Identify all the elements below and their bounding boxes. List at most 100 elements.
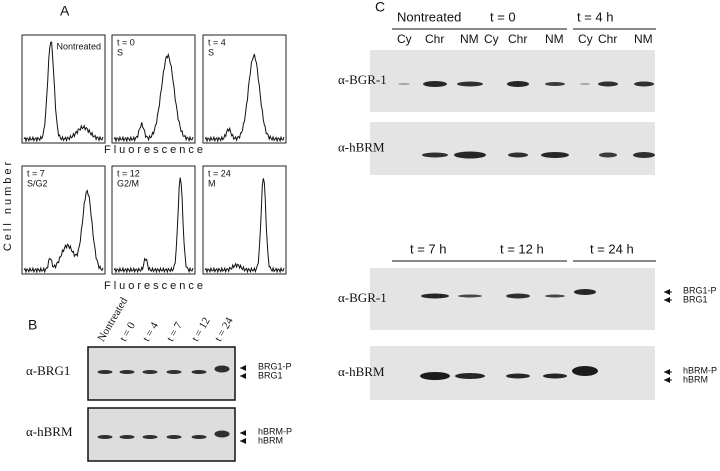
band xyxy=(166,435,182,439)
band xyxy=(574,289,596,295)
fraction-label: Chr xyxy=(598,32,617,46)
x-axis-label: Fluorescence xyxy=(104,144,206,156)
band xyxy=(398,83,410,85)
y-axis-label: Cell number xyxy=(2,159,14,251)
antibody-label: α-hBRM xyxy=(338,364,385,379)
histogram-label: t = 12 xyxy=(117,168,140,178)
histogram-trace xyxy=(204,53,285,143)
fraction-label: Chr xyxy=(508,32,527,46)
histogram-label: t = 4 xyxy=(208,37,226,47)
band xyxy=(97,435,113,439)
band xyxy=(423,81,447,87)
arrow-head xyxy=(240,373,246,379)
band xyxy=(422,152,448,158)
histogram-frame xyxy=(21,165,106,275)
histogram-trace xyxy=(113,177,194,274)
histogram-trace xyxy=(204,178,285,274)
histogram-phase: M xyxy=(208,178,216,188)
band xyxy=(541,152,569,158)
band xyxy=(507,81,529,87)
histogram-frame xyxy=(21,34,106,144)
band xyxy=(545,294,565,298)
blot xyxy=(370,268,655,330)
fraction-label: NM xyxy=(545,32,564,46)
band xyxy=(142,435,158,439)
band xyxy=(454,151,486,159)
histogram-trace xyxy=(113,52,194,143)
fraction-label: Cy xyxy=(397,32,412,46)
band xyxy=(214,430,230,438)
band xyxy=(457,81,483,87)
arrow-head xyxy=(664,377,670,383)
band xyxy=(506,373,530,379)
band xyxy=(580,83,590,85)
histogram-trace xyxy=(23,41,104,143)
band-label: hBRM xyxy=(258,435,283,445)
group-label: t = 4 h xyxy=(577,9,614,24)
band xyxy=(506,293,530,299)
band xyxy=(191,435,207,439)
arrow-head xyxy=(240,438,246,444)
panel-label: A xyxy=(60,3,70,19)
arrow-head xyxy=(664,369,670,375)
antibody-label: α-BRG1 xyxy=(26,363,70,378)
band xyxy=(543,373,567,379)
band-label: hBRM-P xyxy=(683,365,717,375)
band-label: BRG1-P xyxy=(258,361,292,371)
histogram-label: t = 24 xyxy=(208,168,231,178)
band xyxy=(420,372,450,380)
antibody-label: α-hBRM xyxy=(26,424,73,439)
band xyxy=(214,365,230,373)
histogram-label: t = 7 xyxy=(27,168,45,178)
band xyxy=(458,294,482,298)
arrow-head xyxy=(664,289,670,295)
band xyxy=(633,152,655,158)
histogram-phase: S xyxy=(117,47,123,57)
histogram-trace xyxy=(23,189,104,274)
group-label: t = 24 h xyxy=(590,241,634,256)
band xyxy=(97,370,113,374)
fraction-label: NM xyxy=(634,32,653,46)
band-label: BRG1-P xyxy=(683,285,717,295)
band-label: BRG1 xyxy=(683,294,708,304)
arrow-head xyxy=(664,297,670,303)
blot xyxy=(87,346,236,401)
histogram-phase: S xyxy=(208,47,214,57)
panel-label: C xyxy=(375,0,385,15)
blot xyxy=(370,346,655,400)
fraction-label: Chr xyxy=(425,32,444,46)
blot xyxy=(370,50,655,112)
histogram-frame xyxy=(202,165,287,275)
histogram-frame xyxy=(111,165,196,275)
group-label: t = 0 xyxy=(490,9,516,24)
histogram-frame xyxy=(111,34,196,144)
arrow-head xyxy=(240,430,246,436)
fraction-label: Cy xyxy=(484,32,499,46)
fraction-label: NM xyxy=(460,32,479,46)
arrow-head xyxy=(240,365,246,371)
antibody-label: α-BGR-1 xyxy=(338,72,387,87)
histogram-label: t = 0 xyxy=(117,37,135,47)
band-label: hBRM-P xyxy=(258,426,292,436)
group-label: t = 12 h xyxy=(500,241,544,256)
band xyxy=(599,152,617,158)
histogram-frame xyxy=(202,34,287,144)
band xyxy=(119,370,135,374)
band xyxy=(508,152,528,158)
band xyxy=(166,370,182,374)
band xyxy=(545,82,565,86)
antibody-label: α-hBRM xyxy=(338,139,385,154)
band xyxy=(142,370,158,374)
band xyxy=(455,373,485,379)
band xyxy=(634,81,654,87)
x-axis-label: Fluorescence xyxy=(104,280,206,292)
histogram-phase: G2/M xyxy=(117,178,139,188)
blot xyxy=(87,407,236,462)
band xyxy=(191,370,207,374)
group-label: t = 7 h xyxy=(410,241,447,256)
group-label: Nontreated xyxy=(397,9,461,24)
band-label: hBRM xyxy=(683,374,708,384)
antibody-label: α-BGR-1 xyxy=(338,290,387,305)
blot xyxy=(370,122,655,175)
